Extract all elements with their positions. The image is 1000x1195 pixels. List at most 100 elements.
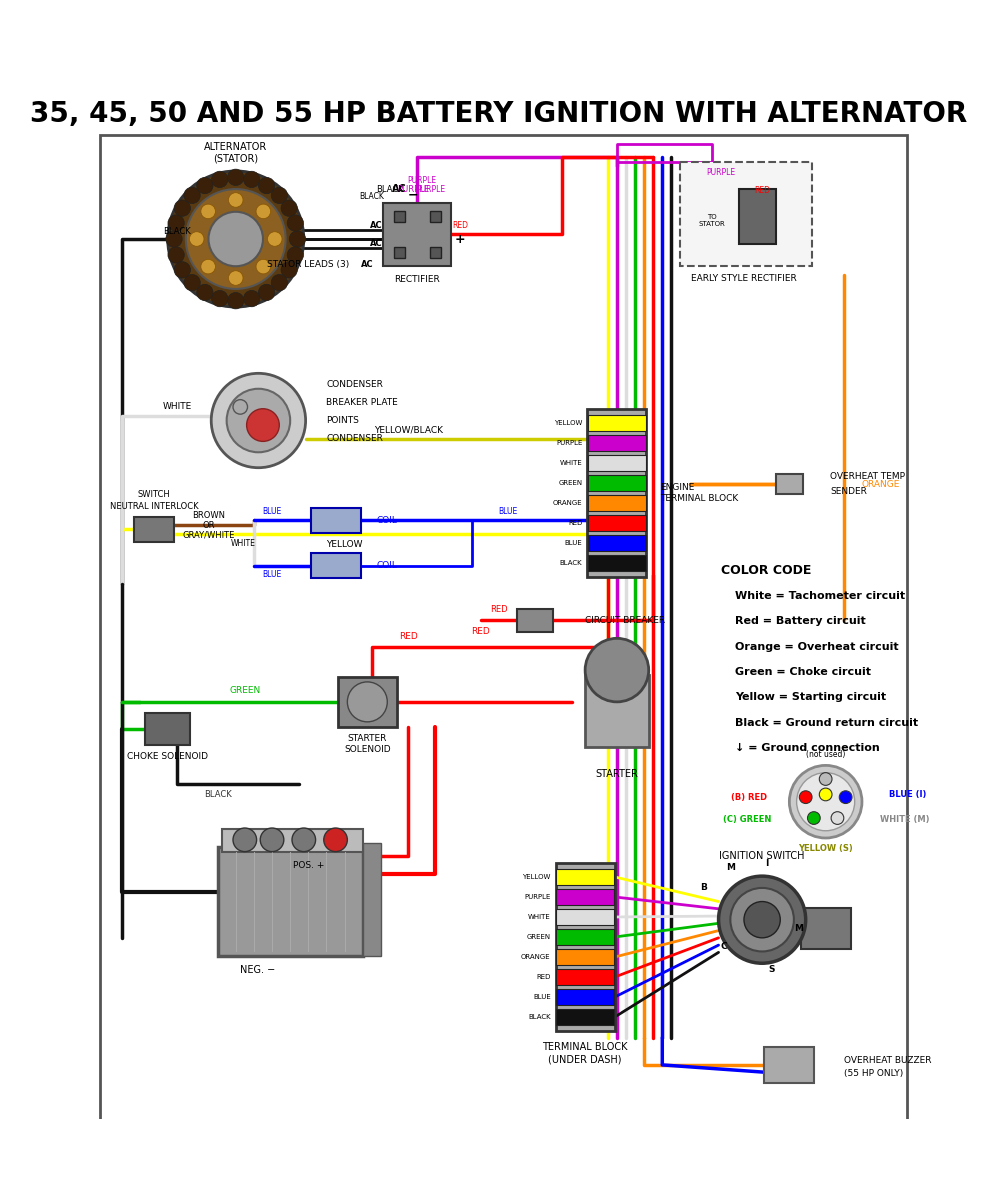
Text: OR: OR [202, 521, 215, 531]
Text: M: M [726, 863, 735, 871]
Text: WHITE: WHITE [560, 460, 582, 466]
Circle shape [174, 200, 190, 216]
FancyBboxPatch shape [556, 863, 615, 1031]
Text: STATOR LEADS (3): STATOR LEADS (3) [267, 261, 349, 269]
Text: RED: RED [471, 626, 490, 636]
Text: PURPLE: PURPLE [524, 894, 551, 900]
Text: RED: RED [754, 186, 770, 196]
Circle shape [585, 638, 649, 701]
Circle shape [271, 275, 288, 290]
Text: STARTER: STARTER [348, 734, 387, 742]
Text: BLUE: BLUE [498, 507, 518, 516]
Text: ENGINE
TERMINAL BLOCK: ENGINE TERMINAL BLOCK [660, 484, 739, 503]
Circle shape [228, 271, 243, 286]
Text: OVERHEAT TEMP: OVERHEAT TEMP [830, 472, 905, 482]
Text: GREEN: GREEN [558, 480, 582, 486]
Circle shape [292, 828, 316, 852]
Text: COLOR CODE: COLOR CODE [721, 564, 812, 577]
Text: ORANGE: ORANGE [553, 501, 582, 507]
Text: White = Tachometer circuit: White = Tachometer circuit [735, 590, 905, 601]
Text: RED: RED [399, 632, 418, 641]
Text: OVERHEAT BUZZER: OVERHEAT BUZZER [844, 1056, 931, 1065]
Text: AC: AC [361, 261, 374, 269]
Text: BLUE: BLUE [533, 994, 551, 1000]
Circle shape [258, 284, 275, 301]
Text: ORANGE: ORANGE [862, 479, 900, 489]
Text: (B) RED: (B) RED [731, 792, 767, 802]
FancyBboxPatch shape [383, 203, 451, 266]
Text: TERMINAL BLOCK: TERMINAL BLOCK [542, 1042, 628, 1052]
Text: ↓ = Ground connection: ↓ = Ground connection [735, 743, 880, 753]
Circle shape [212, 171, 228, 188]
Text: SOLENOID: SOLENOID [344, 744, 391, 754]
Circle shape [347, 682, 387, 722]
Text: −: − [407, 189, 418, 202]
Text: CHOKE SOLENOID: CHOKE SOLENOID [127, 752, 208, 761]
FancyBboxPatch shape [311, 553, 361, 578]
Text: BREAKER PLATE: BREAKER PLATE [326, 398, 398, 406]
Circle shape [197, 177, 213, 194]
Circle shape [799, 791, 812, 803]
Bar [588, 474, 646, 491]
Text: PURPLE: PURPLE [556, 440, 582, 446]
Circle shape [258, 177, 275, 194]
Text: BLACK: BLACK [376, 184, 404, 194]
Circle shape [797, 773, 855, 831]
Text: PURPLE: PURPLE [416, 184, 445, 194]
Text: BLACK: BLACK [204, 790, 231, 799]
Text: ALTERNATOR
(STATOR): ALTERNATOR (STATOR) [204, 142, 267, 164]
FancyBboxPatch shape [394, 247, 405, 258]
Text: YELLOW (S): YELLOW (S) [798, 845, 853, 853]
Text: BLACK: BLACK [359, 192, 384, 201]
Circle shape [228, 192, 243, 207]
Circle shape [168, 247, 184, 263]
Circle shape [808, 811, 820, 825]
Text: Green = Choke circuit: Green = Choke circuit [735, 667, 871, 676]
Text: CONDENSER: CONDENSER [326, 434, 383, 443]
Circle shape [281, 262, 297, 278]
Text: YELLOW/BLACK: YELLOW/BLACK [374, 425, 443, 434]
Circle shape [174, 262, 190, 278]
Text: GREEN: GREEN [527, 934, 551, 940]
Text: B: B [700, 883, 707, 893]
Circle shape [719, 876, 806, 963]
Text: M: M [794, 924, 803, 933]
Text: YELLOW: YELLOW [522, 874, 551, 880]
Text: RED: RED [490, 605, 508, 614]
Circle shape [730, 888, 794, 951]
Circle shape [324, 828, 347, 852]
Bar [556, 988, 614, 1005]
Text: 35, 45, 50 AND 55 HP BATTERY IGNITION WITH ALTERNATOR: 35, 45, 50 AND 55 HP BATTERY IGNITION WI… [30, 99, 968, 128]
Circle shape [189, 232, 204, 246]
Circle shape [260, 828, 284, 852]
Text: WHITE: WHITE [528, 914, 551, 920]
FancyBboxPatch shape [587, 409, 646, 577]
FancyBboxPatch shape [394, 210, 405, 222]
Text: SENDER: SENDER [830, 486, 867, 496]
Bar [556, 949, 614, 966]
FancyBboxPatch shape [430, 247, 441, 258]
Text: BLACK: BLACK [528, 1013, 551, 1019]
Text: NEG. −: NEG. − [240, 964, 276, 975]
Text: EARLY STYLE RECTIFIER: EARLY STYLE RECTIFIER [691, 274, 797, 282]
Circle shape [209, 212, 263, 266]
Circle shape [247, 409, 279, 441]
Text: WHITE (M): WHITE (M) [880, 815, 930, 825]
Text: (55 HP ONLY): (55 HP ONLY) [844, 1070, 903, 1078]
Text: CONDENSER: CONDENSER [326, 380, 383, 388]
Circle shape [233, 828, 257, 852]
Circle shape [233, 399, 248, 415]
Text: IGNITION SWITCH: IGNITION SWITCH [719, 851, 805, 862]
Text: C: C [721, 943, 727, 951]
Text: Red = Battery circuit: Red = Battery circuit [735, 617, 866, 626]
Bar [588, 554, 646, 571]
Bar [588, 455, 646, 471]
FancyBboxPatch shape [338, 676, 397, 727]
Circle shape [819, 773, 832, 785]
Bar [556, 909, 614, 925]
Circle shape [244, 290, 260, 307]
Text: BLUE (I): BLUE (I) [889, 790, 927, 799]
Circle shape [281, 200, 297, 216]
Text: AC: AC [370, 221, 383, 229]
Circle shape [184, 188, 200, 203]
